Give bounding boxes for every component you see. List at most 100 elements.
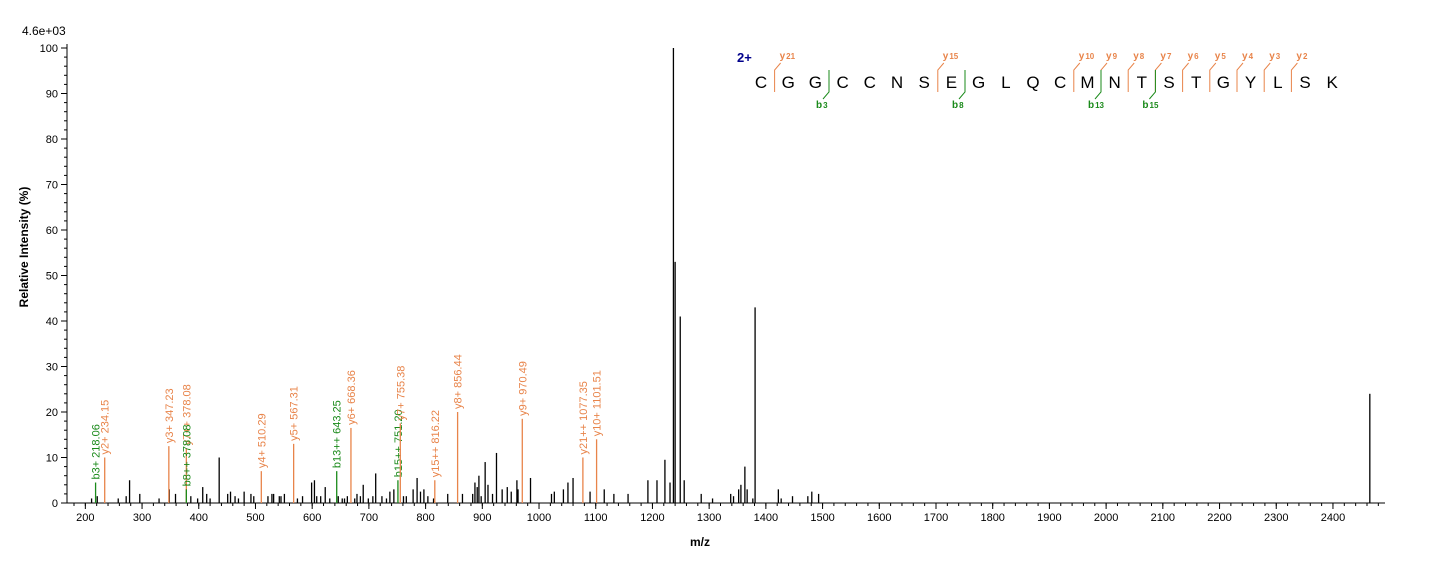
x-tick-label: 1800	[980, 512, 1004, 524]
peak-label: y2+ 234.15	[100, 400, 112, 455]
peak-label: y10+ 1101.51	[592, 370, 604, 436]
residue: C	[1054, 73, 1066, 92]
y-tick-label: 30	[46, 362, 58, 374]
peak-label: b13++ 643.25	[332, 400, 344, 468]
y-fragment-label: y3	[1269, 51, 1281, 62]
y-tick-label: 50	[46, 271, 58, 283]
residue: Q	[1026, 73, 1039, 92]
x-tick-label: 1900	[1037, 512, 1061, 524]
residue: M	[1080, 73, 1094, 92]
peak-label: y15++ 816.22	[430, 410, 442, 477]
b-fragment-mark	[1094, 70, 1102, 100]
residue: T	[1137, 73, 1147, 92]
y-fragment-mark	[937, 62, 945, 92]
y-tick-label: 100	[40, 43, 58, 55]
peak-label: b15++ 751.20	[393, 409, 405, 477]
y-fragment-label: y9	[1106, 51, 1118, 62]
y-fragment-mark	[1100, 62, 1108, 92]
residue: T	[1191, 73, 1201, 92]
x-tick-label: 1200	[640, 512, 664, 524]
y-fragment-mark	[774, 62, 781, 92]
y-tick-label: 10	[46, 453, 58, 465]
x-tick-label: 300	[133, 512, 151, 524]
y-fragment-label: y5	[1215, 51, 1227, 62]
y-fragment-mark	[1236, 62, 1244, 92]
x-tick-label: 2000	[1094, 512, 1118, 524]
peak-label: y21++ 1077.35	[578, 381, 590, 454]
y-fragment-label: y15	[943, 51, 959, 62]
peak-label: b3+ 218.06	[91, 424, 103, 479]
x-tick-label: 500	[246, 512, 264, 524]
y-tick-label: 0	[52, 498, 58, 510]
y-tick-label: 80	[46, 134, 58, 146]
peak-label: y8+ 856.44	[453, 354, 465, 409]
residue: G	[782, 73, 795, 92]
y-fragment-mark	[1073, 62, 1081, 92]
residue: G	[809, 73, 822, 92]
residue: G	[972, 73, 985, 92]
x-tick-label: 200	[76, 512, 94, 524]
y-tick-label: 60	[46, 225, 58, 237]
peak-series	[90, 48, 1371, 503]
residue: C	[864, 73, 876, 92]
x-tick-label: 600	[303, 512, 321, 524]
x-tick-label: 400	[190, 512, 208, 524]
x-tick-label: 2300	[1264, 512, 1288, 524]
x-axis-title: m/z	[690, 535, 710, 549]
max-intensity-label: 4.6e+03	[22, 24, 66, 38]
y-fragment-mark	[1263, 62, 1271, 92]
residue: E	[946, 73, 957, 92]
b-fragment-label: b15	[1142, 100, 1159, 111]
x-tick-label: 1400	[754, 512, 778, 524]
residue: S	[1299, 73, 1310, 92]
residue: G	[1217, 73, 1230, 92]
y-fragment-label: y2	[1296, 51, 1308, 62]
x-tick-label: 1500	[810, 512, 834, 524]
y-fragment-mark	[1182, 62, 1189, 92]
x-tick-label: 700	[360, 512, 378, 524]
peak-label: y7+ 755.38	[395, 366, 407, 421]
peak-label: y6+ 668.36	[346, 370, 358, 425]
x-tick-label: 800	[416, 512, 434, 524]
residue: L	[1001, 73, 1010, 92]
x-tick-label: 1600	[867, 512, 891, 524]
residue: N	[1108, 73, 1120, 92]
residue: Y	[1245, 73, 1256, 92]
b-fragment-label: b13	[1088, 100, 1105, 111]
y-fragment-mark	[1209, 62, 1217, 92]
y-fragment-label: y21	[780, 51, 796, 62]
y-fragment-label: y7	[1160, 51, 1172, 62]
x-tick-label: 900	[473, 512, 491, 524]
y-tick-label: 90	[46, 89, 58, 101]
b-fragment-mark	[822, 70, 830, 100]
y-fragment-label: y8	[1133, 51, 1145, 62]
peak-label: y4+ 510.29	[256, 413, 268, 468]
residue: S	[1163, 73, 1174, 92]
b-fragment-mark	[1149, 70, 1156, 100]
y-fragment-mark	[1154, 62, 1162, 92]
b-fragment-label: b3	[816, 100, 828, 111]
y-tick-label: 20	[46, 407, 58, 419]
residue: N	[891, 73, 903, 92]
y-tick-label: 70	[46, 180, 58, 192]
peak-label: y3+ 347.23	[164, 388, 176, 443]
y-fragment-label: y4	[1242, 51, 1254, 62]
b-fragment-label: b8	[952, 100, 964, 111]
x-tick-label: 2400	[1321, 512, 1345, 524]
peak-label: y5+ 567.31	[289, 386, 301, 441]
b-fragment-mark	[958, 70, 966, 100]
peak-label: y9+ 970.49	[517, 361, 529, 416]
residue: L	[1273, 73, 1282, 92]
y-fragment-mark	[1290, 62, 1298, 92]
x-tick-label: 1100	[584, 512, 608, 524]
residue: S	[919, 73, 930, 92]
residue: K	[1327, 73, 1339, 92]
y-tick-label: 40	[46, 316, 58, 328]
y-fragment-label: y10	[1079, 51, 1095, 62]
charge-state: 2+	[737, 50, 752, 65]
x-tick-label: 2200	[1207, 512, 1231, 524]
y-axis-title: Relative Intensity (%)	[17, 187, 31, 308]
peak-label: b8++ 378.08	[181, 425, 193, 487]
